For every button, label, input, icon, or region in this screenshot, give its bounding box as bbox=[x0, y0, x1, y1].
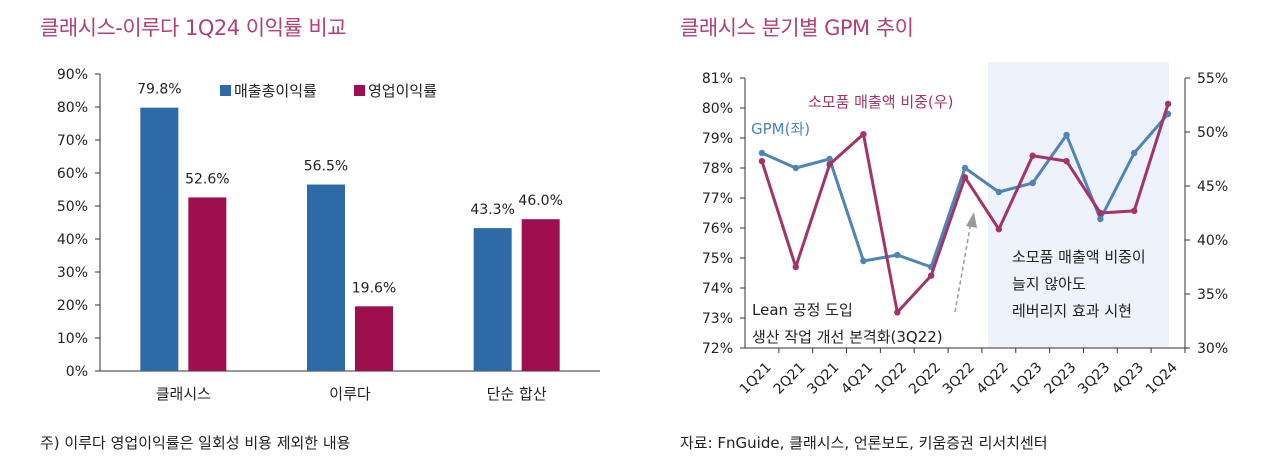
series-point bbox=[1164, 100, 1172, 108]
series-point bbox=[1097, 209, 1104, 217]
right-y-tick-label: 50% bbox=[1197, 125, 1228, 141]
x-tick-label: 1Q22 bbox=[872, 360, 910, 398]
left-chart-title: 클래시스-이루다 1Q24 이익률 비교 bbox=[40, 16, 347, 40]
data-label: 19.6% bbox=[352, 280, 396, 296]
series-point bbox=[1029, 152, 1036, 159]
left-y-tick-label: 79% bbox=[702, 131, 733, 147]
series-point bbox=[1131, 149, 1138, 157]
left-y-tick-label: 73% bbox=[702, 311, 733, 327]
annotation-text: 소모품 매출액 비중이 bbox=[1012, 248, 1146, 266]
x-tick-label: 4Q23 bbox=[1109, 360, 1147, 398]
x-tick-label: 3Q22 bbox=[940, 360, 978, 398]
right-y-tick-label: 30% bbox=[1197, 341, 1228, 357]
y-tick-label: 30% bbox=[57, 265, 88, 281]
y-tick-label: 50% bbox=[57, 199, 88, 215]
x-tick-label: 이루다 bbox=[329, 385, 371, 403]
legend-label: 매출총이익률 bbox=[234, 82, 317, 100]
bar bbox=[521, 219, 560, 371]
data-label: 46.0% bbox=[518, 193, 562, 209]
x-tick-label: 4Q21 bbox=[838, 360, 876, 398]
series-point bbox=[792, 164, 799, 172]
left-y-tick-label: 78% bbox=[702, 161, 733, 177]
right-y-tick-label: 55% bbox=[1197, 71, 1228, 87]
data-label: 56.5% bbox=[304, 159, 348, 175]
right-y-tick-label: 45% bbox=[1197, 179, 1228, 195]
data-label: 43.3% bbox=[470, 202, 514, 218]
annotation-text: 생산 작업 개선 본격화(3Q22) bbox=[752, 328, 943, 346]
left-y-tick-label: 77% bbox=[702, 191, 733, 207]
series-point bbox=[927, 272, 935, 279]
series-point bbox=[826, 155, 833, 163]
series-point bbox=[758, 157, 766, 165]
y-tick-label: 90% bbox=[57, 67, 88, 83]
y-tick-label: 80% bbox=[57, 100, 88, 116]
series-point bbox=[758, 149, 766, 157]
left-y-tick-label: 81% bbox=[702, 71, 733, 87]
right-footnote: 자료: FnGuide, 클래시스, 언론보도, 키움증권 리서치센터 bbox=[680, 434, 1048, 452]
x-tick-label: 1Q23 bbox=[1008, 360, 1046, 398]
y-tick-label: 70% bbox=[57, 133, 88, 149]
series-point bbox=[1029, 179, 1036, 187]
data-label: 79.8% bbox=[137, 82, 181, 98]
series-point bbox=[894, 309, 901, 316]
right-y-tick-label: 35% bbox=[1197, 287, 1228, 303]
left-footnote: 주) 이루다 영업이익률은 일회성 비용 제외한 내용 bbox=[40, 434, 351, 452]
x-tick-label: 4Q22 bbox=[974, 360, 1012, 398]
series-point bbox=[860, 130, 867, 138]
series-label-gpm: GPM(좌) bbox=[751, 120, 810, 138]
bar bbox=[355, 306, 393, 371]
margin-comparison-bar-chart: 0% 10% 20% 30% 40% 50% 60% 70% 80% 90% 79.8% 52.6% 클… bbox=[57, 67, 600, 403]
y-tick-label: 0% bbox=[66, 364, 88, 380]
data-label: 52.6% bbox=[185, 171, 229, 187]
x-tick-label: 3Q23 bbox=[1075, 360, 1113, 398]
left-y-tick-label: 72% bbox=[702, 341, 733, 357]
highlight-region bbox=[987, 62, 1169, 348]
x-tick-label: 클래시스 bbox=[156, 385, 211, 403]
annotation-arrow-line bbox=[954, 221, 972, 313]
x-tick-label: 1Q24 bbox=[1143, 359, 1181, 397]
x-tick-label: 단순 합산 bbox=[487, 385, 547, 403]
series-point bbox=[894, 251, 901, 259]
series-point bbox=[792, 263, 799, 271]
x-tick-label: 1Q21 bbox=[737, 360, 775, 398]
series-point bbox=[1063, 131, 1070, 139]
left-y-tick-label: 76% bbox=[702, 221, 733, 237]
legend-swatch bbox=[220, 85, 231, 96]
x-tick-label: 2Q22 bbox=[906, 360, 944, 398]
left-y-tick-label: 80% bbox=[702, 101, 733, 117]
series-point bbox=[961, 174, 969, 181]
series-point bbox=[995, 188, 1003, 196]
y-tick-label: 20% bbox=[57, 298, 88, 314]
series-label-consumables: 소모품 매출액 비중(우) bbox=[808, 93, 953, 111]
annotation-text: Lean 공정 도입 bbox=[752, 301, 853, 319]
x-tick-label: 3Q21 bbox=[804, 360, 842, 398]
legend-label: 영업이익률 bbox=[368, 82, 437, 100]
y-tick-label: 10% bbox=[57, 331, 88, 347]
bar bbox=[140, 107, 179, 371]
series-point bbox=[826, 161, 833, 168]
series-point bbox=[1097, 215, 1104, 223]
y-tick-label: 60% bbox=[57, 166, 88, 182]
bar bbox=[307, 184, 345, 371]
series-point bbox=[1063, 157, 1070, 165]
left-y-tick-label: 75% bbox=[702, 251, 733, 267]
bar bbox=[473, 228, 512, 371]
x-tick-label: 2Q23 bbox=[1041, 360, 1079, 398]
series-point bbox=[995, 226, 1003, 233]
y-tick-label: 40% bbox=[57, 232, 88, 248]
annotation-text: 늘지 않아도 bbox=[1012, 275, 1086, 293]
series-point bbox=[961, 164, 969, 172]
series-point bbox=[860, 257, 867, 265]
right-y-tick-label: 40% bbox=[1197, 233, 1228, 249]
legend-swatch bbox=[354, 85, 365, 96]
right-chart-title: 클래시스 분기별 GPM 추이 bbox=[680, 16, 914, 40]
x-tick-label: 2Q21 bbox=[771, 360, 809, 398]
bar bbox=[188, 197, 227, 371]
annotation-text: 레버리지 효과 시현 bbox=[1012, 302, 1132, 320]
series-point bbox=[1131, 207, 1138, 215]
annotation-arrow-head bbox=[966, 212, 977, 228]
left-y-tick-label: 74% bbox=[702, 281, 733, 297]
